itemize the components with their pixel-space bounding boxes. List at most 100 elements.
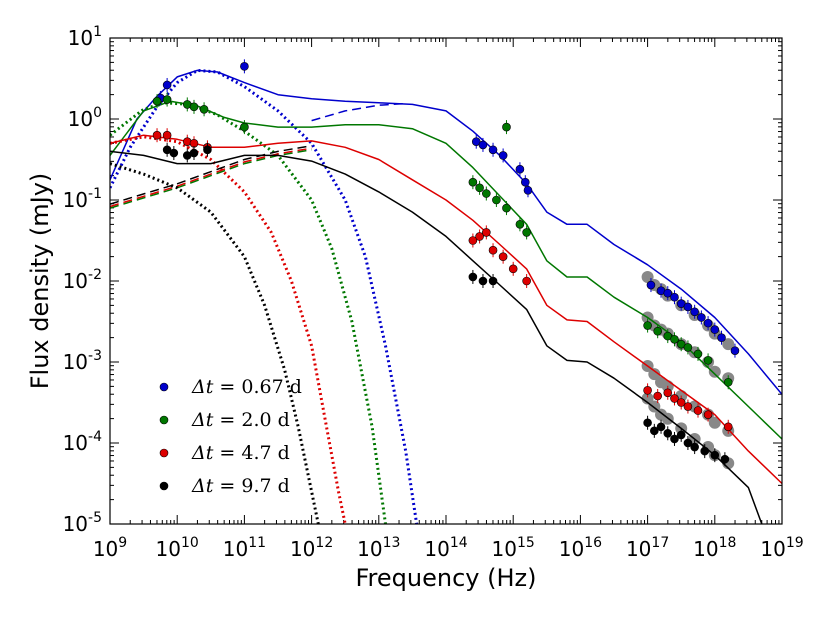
y-tick-label: 10-5 [63,510,102,536]
data-point [700,446,710,456]
data-point [482,228,491,237]
x-tick-label: 1018 [693,535,736,561]
data-point [502,203,511,213]
series-layer [110,59,782,524]
data-point [663,388,673,398]
data-point [502,122,511,132]
tick-labels: 109 1010 1011 1012 1013 1014 1015 1016 1017 1018 1… [63,24,804,561]
data-point [478,276,488,286]
x-tick-label: 1012 [290,535,333,561]
data-point [650,426,659,436]
model-dashed-line [110,144,312,205]
data-point [189,102,199,112]
data-point [663,428,673,438]
data-point [152,96,162,106]
gray-data-point [641,392,654,405]
legend: Δt = 0.67 d Δt = 2.0 d Δt = 4.7 d Δt = 9.7 … [159,376,302,497]
data-point [693,349,703,359]
data-point [488,245,498,255]
model-dashed-line [110,147,312,208]
data-point [475,183,484,193]
x-tick-label: 1017 [626,535,669,561]
data-point [482,189,491,198]
data-point [670,434,679,444]
data-point [683,438,693,448]
data-point [690,307,699,317]
data-point [683,402,693,411]
data-point [656,422,666,432]
data-point [703,410,713,419]
data-point [643,418,652,428]
data-point [703,318,713,328]
legend-label: Δt = 0.67 d [191,376,302,398]
data-point [515,220,525,229]
legend-marker [159,382,169,392]
y-tick-label: 10-3 [63,348,102,374]
data-point [488,145,498,155]
data-point [203,145,212,155]
data-point [162,130,172,140]
data-point [676,398,686,407]
data-point [522,276,531,286]
legend-marker [159,415,169,425]
data-point [683,302,693,312]
data-point [152,130,162,140]
y-tick-label: 10-2 [63,267,102,293]
model-dotted-line [110,135,347,524]
data-point [478,140,488,150]
data-point [515,164,525,174]
data-point [683,343,693,352]
data-point [189,148,199,158]
x-tick-label: 1010 [156,535,199,561]
model-dotted-line [110,162,320,524]
data-point [670,292,679,302]
y-tick-label: 100 [68,105,102,131]
data-point [468,236,478,245]
data-point [653,326,662,336]
y-axis-title: Flux density (mJy) [26,173,54,390]
x-axis-title: Frequency (Hz) [356,564,537,592]
legend-label: Δt = 2.0 d [191,409,290,431]
x-tick-label: 1013 [357,535,400,561]
x-tick-label: 1014 [424,535,467,561]
data-point [643,321,652,330]
model-solid-line [110,150,763,524]
legend-marker [159,481,169,491]
x-tick-label: 109 [93,535,127,561]
data-point [240,62,249,71]
data-point [723,377,733,387]
data-point [643,386,652,395]
gray-data-point [708,365,721,378]
axis-ticks [109,37,783,525]
data-point [498,151,508,160]
data-point [169,148,179,158]
data-point [676,430,686,440]
data-point [523,185,533,195]
data-point [717,333,726,343]
legend-label: Δt = 4.7 d [191,442,290,464]
model-dotted-line [110,68,419,524]
data-point [162,80,172,90]
x-tick-label: 1016 [559,535,602,561]
data-point [653,391,662,401]
data-point [492,195,501,205]
legend-marker [159,448,169,458]
plot-frame [109,37,783,525]
x-tick-label: 1015 [492,535,535,561]
data-point [508,264,518,274]
data-point [522,228,531,237]
data-point [468,177,478,187]
data-point [475,232,484,241]
y-tick-label: 101 [68,24,102,50]
y-tick-label: 10-1 [63,186,102,212]
data-point [240,122,249,132]
gray-data-point [648,368,661,381]
legend-label: Δt = 9.7 d [191,475,290,497]
data-point [498,252,508,262]
data-point [723,422,733,432]
model-solid-line [110,100,782,440]
data-point [488,276,498,286]
model-dashed-line [311,102,406,122]
data-point [693,406,703,415]
